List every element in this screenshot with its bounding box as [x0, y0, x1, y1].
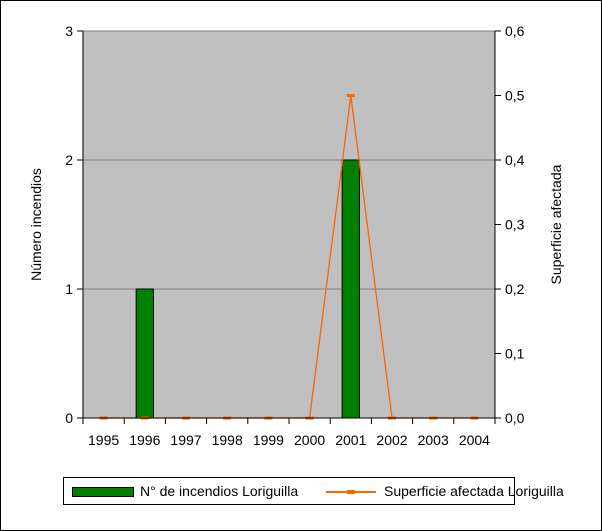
y2-tick-label: 0,6 — [505, 23, 525, 39]
x-tick-label: 2004 — [459, 432, 490, 448]
x-tick-label: 1995 — [88, 432, 119, 448]
y-axis-label: Número incendios — [28, 168, 44, 281]
y2-tick-label: 0,0 — [505, 410, 525, 426]
y2-tick-label: 0,5 — [505, 88, 525, 104]
y-tick-label: 3 — [65, 23, 73, 39]
x-tick-label: 2000 — [294, 432, 325, 448]
x-tick-label: 1996 — [129, 432, 160, 448]
x-tick-label: 1998 — [212, 432, 243, 448]
x-tick-label: 1999 — [253, 432, 284, 448]
y2-tick-label: 0,2 — [505, 281, 525, 297]
x-tick-label: 2003 — [418, 432, 449, 448]
legend-marker-line — [347, 490, 355, 494]
legend-label-line: Superficie afectada Loriguilla — [384, 483, 564, 499]
y-tick-label: 1 — [65, 281, 73, 297]
legend: N° de incendios Loriguilla Superficie af… — [63, 477, 564, 505]
y-tick-label: 2 — [65, 152, 73, 168]
y-tick-label: 0 — [65, 410, 73, 426]
x-tick-label: 1997 — [170, 432, 201, 448]
chart-svg: 0 1 2 3 0,0 0,1 0,2 0,3 0,4 0,5 0,6 1995 1996 1997 199… — [28, 23, 564, 448]
legend-label-bars: N° de incendios Loriguilla — [140, 483, 299, 499]
bar-1996 — [135, 288, 154, 419]
legend-swatch-bars — [72, 487, 134, 497]
axes: 0 1 2 3 0,0 0,1 0,2 0,3 0,4 0,5 0,6 1995 1996 1997 199… — [65, 23, 524, 448]
y2-axis-label: Superficie afectada — [548, 164, 564, 284]
y2-tick-label: 0,3 — [505, 217, 525, 233]
bar-series — [135, 159, 360, 419]
line-point-2001 — [346, 94, 355, 97]
y2-tick-label: 0,1 — [505, 346, 525, 362]
x-tick-label: 2001 — [335, 432, 366, 448]
x-tick-label: 2002 — [376, 432, 407, 448]
bar-2001 — [341, 159, 360, 419]
y2-tick-label: 0,4 — [505, 152, 525, 168]
